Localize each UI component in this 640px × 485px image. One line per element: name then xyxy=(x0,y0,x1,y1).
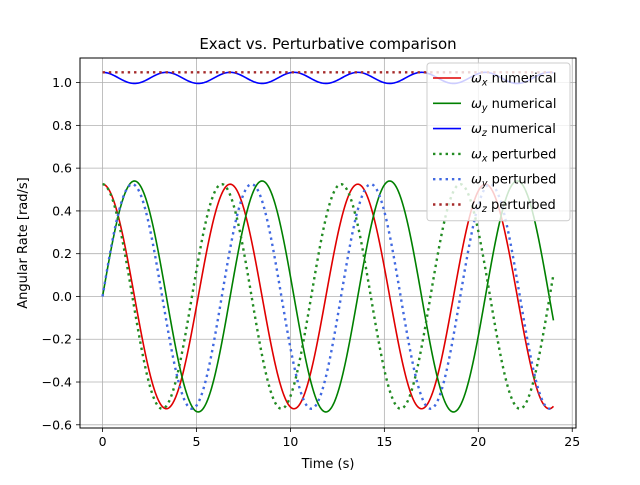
x-tick-label: 5 xyxy=(193,434,201,449)
legend-label-2: ωz numerical xyxy=(471,122,556,139)
legend-label-3: ωx perturbed xyxy=(471,147,556,164)
y-tick-label: 0.4 xyxy=(52,203,72,218)
legend-label-5: ωz perturbed xyxy=(471,198,556,215)
y-tick-label: 0.6 xyxy=(52,161,72,176)
y-tick-label: 0.8 xyxy=(52,118,72,133)
x-tick-label: 20 xyxy=(470,434,486,449)
legend-label-1: ωy numerical xyxy=(471,97,556,114)
legend-box xyxy=(426,62,571,222)
x-tick-label: 0 xyxy=(99,434,107,449)
y-tick-label: −0.2 xyxy=(42,332,72,347)
chart-title: Exact vs. Perturbative comparison xyxy=(199,35,456,53)
axis-ticks: 0 5 10 15 20 25 −0.6 −0.4 −0.2 0.0 0.2 0.4 0.6 0.8 1.0 xyxy=(42,75,581,449)
y-axis-label: Angular Rate [rad/s] xyxy=(16,177,31,308)
y-tick-label: 0.2 xyxy=(52,246,72,261)
y-tick-label: −0.6 xyxy=(42,417,72,432)
y-tick-label: 0.0 xyxy=(52,289,72,304)
series-line-3 xyxy=(102,182,555,410)
y-tick-label: 1.0 xyxy=(52,75,72,90)
legend-label-0: ωx numerical xyxy=(471,72,556,89)
legend-label-4: ωy perturbed xyxy=(471,173,556,190)
series-line-1 xyxy=(101,180,555,413)
x-tick-label: 25 xyxy=(564,434,580,449)
x-tick-label: 15 xyxy=(376,434,392,449)
x-axis-label: Time (s) xyxy=(301,457,355,472)
axes-frame xyxy=(79,57,577,429)
y-tick-label: −0.4 xyxy=(42,375,72,390)
x-tick-label: 10 xyxy=(282,434,298,449)
legend: ωx numerical ωy numerical ωz numerical ωx p… xyxy=(426,62,571,222)
